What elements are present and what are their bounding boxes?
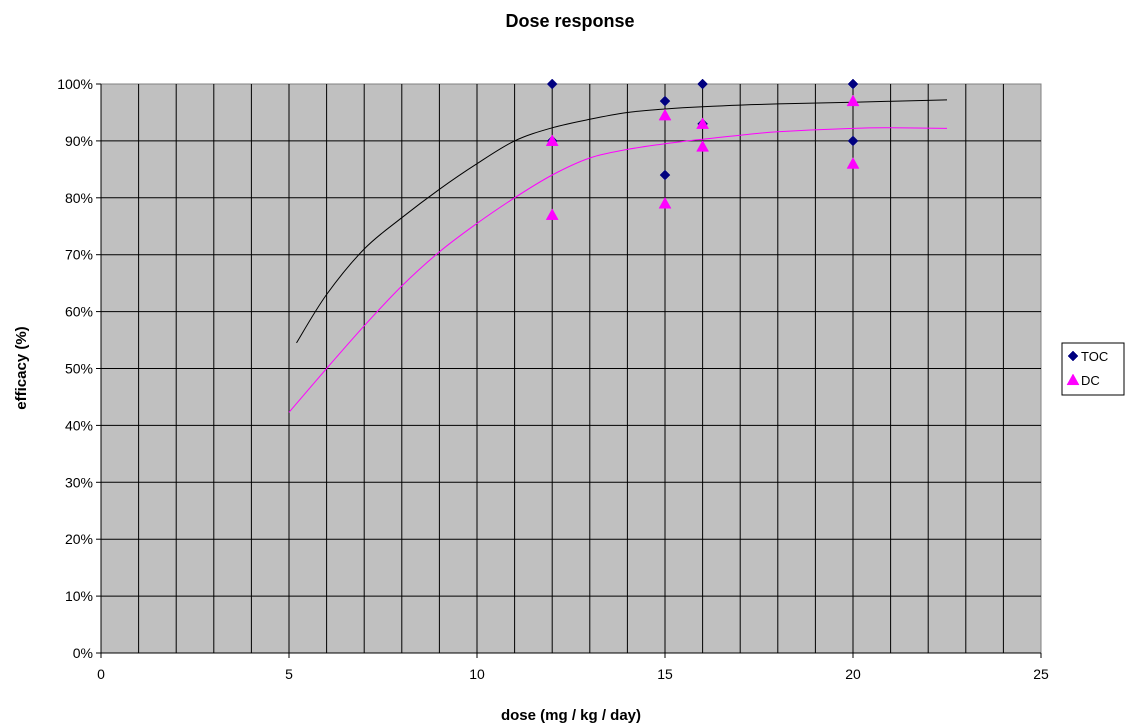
point-toc [546,78,558,90]
x-tick-label: 15 [657,666,673,682]
point-toc [659,95,671,107]
point-dc [696,140,710,152]
y-tick-label: 0% [73,645,93,661]
point-dc [846,157,860,169]
x-tick-label: 10 [469,666,485,682]
y-tick-label: 30% [65,474,93,490]
y-tick-label: 80% [65,190,93,206]
x-axis-ticks: 0 5 10 15 20 25 [97,653,1049,682]
x-tick-label: 25 [1033,666,1049,682]
trend-line-dc [288,127,948,413]
point-dc [545,208,559,220]
trend-line-toc [296,99,948,344]
trend-lines [288,99,948,413]
legend-marker-toc [1067,350,1079,362]
point-toc [659,169,671,181]
point-dc [545,134,559,146]
point-toc [697,78,708,90]
y-tick-label: 70% [65,247,93,263]
x-tick-label: 0 [97,666,105,682]
y-tick-label: 40% [65,417,93,433]
y-tick-label: 10% [65,588,93,604]
legend: TOC DC [1061,342,1125,396]
legend-marker-dc [1066,373,1080,386]
chart-title: Dose response [505,11,634,31]
x-tick-label: 20 [845,666,861,682]
legend-label-dc: DC [1081,373,1100,388]
point-dc [696,117,710,129]
point-toc [847,78,859,90]
x-axis-label: dose (mg / kg / day) [501,707,641,724]
point-toc [847,135,859,147]
y-tick-label: 20% [65,531,93,547]
point-dc [658,196,672,209]
x-tick-label: 5 [285,666,293,682]
y-axis-ticks: 0% 10% 20% 30% 40% 50% 60% 70% 80% 90% 100% [57,76,101,661]
y-tick-label: 60% [65,304,93,320]
legend-label-toc: TOC [1081,349,1108,364]
y-tick-label: 50% [65,361,93,377]
y-axis-label: efficacy (%) [13,326,30,409]
y-tick-label: 90% [65,133,93,149]
point-dc [846,94,860,107]
y-tick-label: 100% [57,76,93,92]
point-dc [658,108,672,121]
data-points [545,78,860,220]
